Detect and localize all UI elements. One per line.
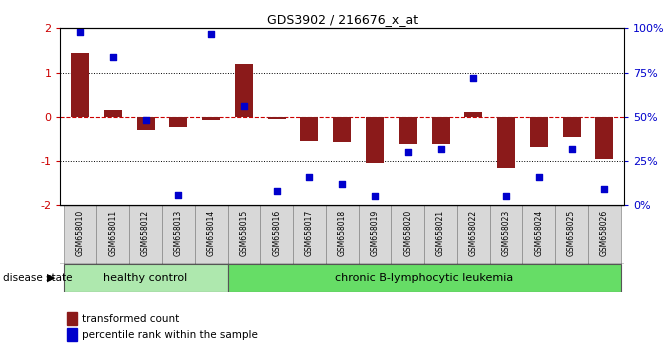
Point bbox=[107, 54, 118, 59]
Point bbox=[140, 118, 151, 123]
Title: GDS3902 / 216676_x_at: GDS3902 / 216676_x_at bbox=[266, 13, 418, 26]
Bar bbox=[130, 205, 162, 264]
Point bbox=[533, 174, 544, 180]
Point bbox=[501, 194, 511, 199]
Bar bbox=[137, 117, 154, 130]
Text: GSM658024: GSM658024 bbox=[534, 210, 544, 257]
Bar bbox=[333, 117, 351, 143]
Text: percentile rank within the sample: percentile rank within the sample bbox=[82, 330, 258, 339]
Text: GSM658023: GSM658023 bbox=[501, 210, 511, 257]
Point bbox=[173, 192, 184, 198]
Bar bbox=[588, 205, 621, 264]
Point bbox=[599, 187, 610, 192]
Point bbox=[370, 194, 380, 199]
Bar bbox=[326, 205, 358, 264]
Bar bbox=[391, 205, 424, 264]
Bar bbox=[366, 117, 384, 163]
Bar bbox=[562, 117, 580, 137]
Point bbox=[238, 103, 249, 109]
Text: GSM658025: GSM658025 bbox=[567, 210, 576, 257]
Bar bbox=[530, 117, 548, 147]
Bar bbox=[227, 264, 621, 292]
Bar bbox=[235, 64, 253, 117]
Bar bbox=[523, 205, 555, 264]
Text: GSM658020: GSM658020 bbox=[403, 210, 412, 257]
Text: healthy control: healthy control bbox=[103, 273, 188, 283]
Bar bbox=[464, 112, 482, 117]
Bar bbox=[162, 205, 195, 264]
Text: GSM658026: GSM658026 bbox=[600, 210, 609, 257]
Bar bbox=[202, 117, 220, 120]
Text: GSM658014: GSM658014 bbox=[207, 210, 215, 257]
Bar bbox=[195, 205, 227, 264]
Bar bbox=[64, 264, 227, 292]
Bar bbox=[227, 205, 260, 264]
Point bbox=[435, 146, 446, 152]
Text: ▶: ▶ bbox=[47, 273, 56, 283]
Text: GSM658012: GSM658012 bbox=[141, 210, 150, 256]
Point bbox=[206, 31, 217, 36]
Text: GSM658017: GSM658017 bbox=[305, 210, 314, 257]
Point bbox=[337, 181, 348, 187]
Bar bbox=[424, 205, 457, 264]
Text: GSM658021: GSM658021 bbox=[436, 210, 445, 256]
Bar bbox=[490, 205, 523, 264]
Text: GSM658022: GSM658022 bbox=[469, 210, 478, 256]
Bar bbox=[399, 117, 417, 144]
Bar bbox=[497, 117, 515, 168]
Point bbox=[74, 29, 85, 35]
Bar bbox=[293, 205, 326, 264]
Bar bbox=[595, 117, 613, 159]
Bar bbox=[431, 117, 450, 144]
Text: chronic B-lymphocytic leukemia: chronic B-lymphocytic leukemia bbox=[335, 273, 513, 283]
Point bbox=[271, 188, 282, 194]
Bar bbox=[64, 205, 97, 264]
Bar bbox=[358, 205, 391, 264]
Text: transformed count: transformed count bbox=[82, 314, 179, 324]
Text: GSM658011: GSM658011 bbox=[108, 210, 117, 256]
Text: GSM658018: GSM658018 bbox=[338, 210, 347, 256]
Point bbox=[403, 149, 413, 155]
Bar bbox=[555, 205, 588, 264]
Point bbox=[566, 146, 577, 152]
Text: GSM658010: GSM658010 bbox=[76, 210, 85, 257]
Text: GSM658013: GSM658013 bbox=[174, 210, 183, 257]
Text: GSM658016: GSM658016 bbox=[272, 210, 281, 257]
Point bbox=[468, 75, 478, 81]
Bar bbox=[71, 53, 89, 117]
Text: GSM658019: GSM658019 bbox=[370, 210, 380, 257]
Point bbox=[304, 174, 315, 180]
Text: GSM658015: GSM658015 bbox=[240, 210, 248, 257]
Bar bbox=[260, 205, 293, 264]
Bar bbox=[169, 117, 187, 127]
Bar bbox=[104, 110, 122, 117]
Bar bbox=[97, 205, 130, 264]
Bar bbox=[301, 117, 319, 141]
Bar bbox=[268, 117, 286, 119]
Text: disease state: disease state bbox=[3, 273, 73, 283]
Bar bbox=[457, 205, 490, 264]
